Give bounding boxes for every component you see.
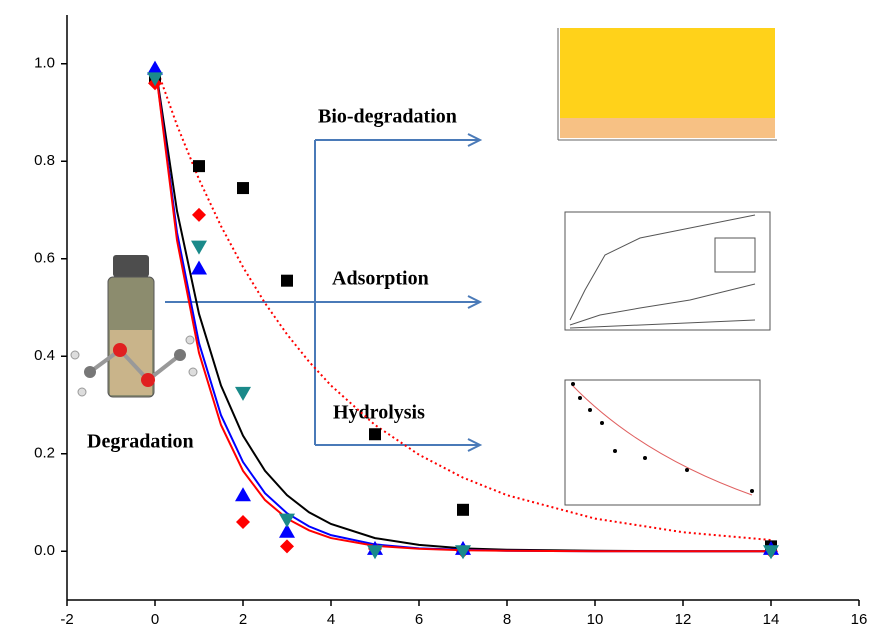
annotation: Bio-degradation [318, 106, 457, 128]
inset-bar-chart [557, 28, 777, 141]
data-point [279, 523, 295, 538]
y-tick-label: 0.8 [34, 152, 55, 169]
data-point [763, 545, 779, 560]
x-tick-label: 10 [587, 611, 604, 628]
x-tick-label: 4 [327, 611, 335, 628]
data-point [281, 274, 293, 287]
y-tick-label: 0.4 [34, 347, 55, 364]
x-tick-label: 8 [503, 611, 511, 628]
x-tick-label: 2 [239, 611, 247, 628]
y-tick-label: 0.6 [34, 250, 55, 267]
fit-curve [154, 63, 771, 553]
data-point [147, 72, 163, 87]
data-point [457, 503, 469, 516]
data-point [237, 182, 249, 195]
data-point [193, 160, 205, 173]
flow-arrows [165, 133, 483, 452]
y-tick-label: 0.0 [34, 542, 55, 559]
x-tick-label: 16 [851, 611, 868, 628]
inset-decay-chart [564, 379, 761, 506]
inset-line-chart [564, 211, 771, 331]
data-point [191, 240, 207, 255]
data-point [236, 515, 250, 529]
data-point [455, 545, 471, 560]
data-point [235, 487, 251, 502]
annotation: Hydrolysis [333, 402, 425, 424]
data-point [192, 207, 206, 222]
data-point [280, 539, 294, 554]
x-tick-label: 0 [151, 611, 159, 628]
data-point [235, 386, 251, 401]
data-point [147, 60, 163, 75]
data-point [191, 260, 207, 275]
x-tick-label: -2 [60, 611, 73, 628]
x-tick-label: 12 [675, 611, 692, 628]
y-tick-label: 0.2 [34, 445, 55, 462]
vial-illustration [70, 255, 198, 398]
y-tick-label: 1.0 [34, 55, 55, 72]
annotation: Degradation [87, 431, 194, 453]
annotation: Adsorption [332, 268, 429, 290]
x-tick-label: 6 [415, 611, 423, 628]
data-point [367, 545, 383, 560]
data-point [369, 428, 381, 441]
x-tick-label: 14 [763, 611, 780, 628]
data-point [279, 513, 295, 528]
